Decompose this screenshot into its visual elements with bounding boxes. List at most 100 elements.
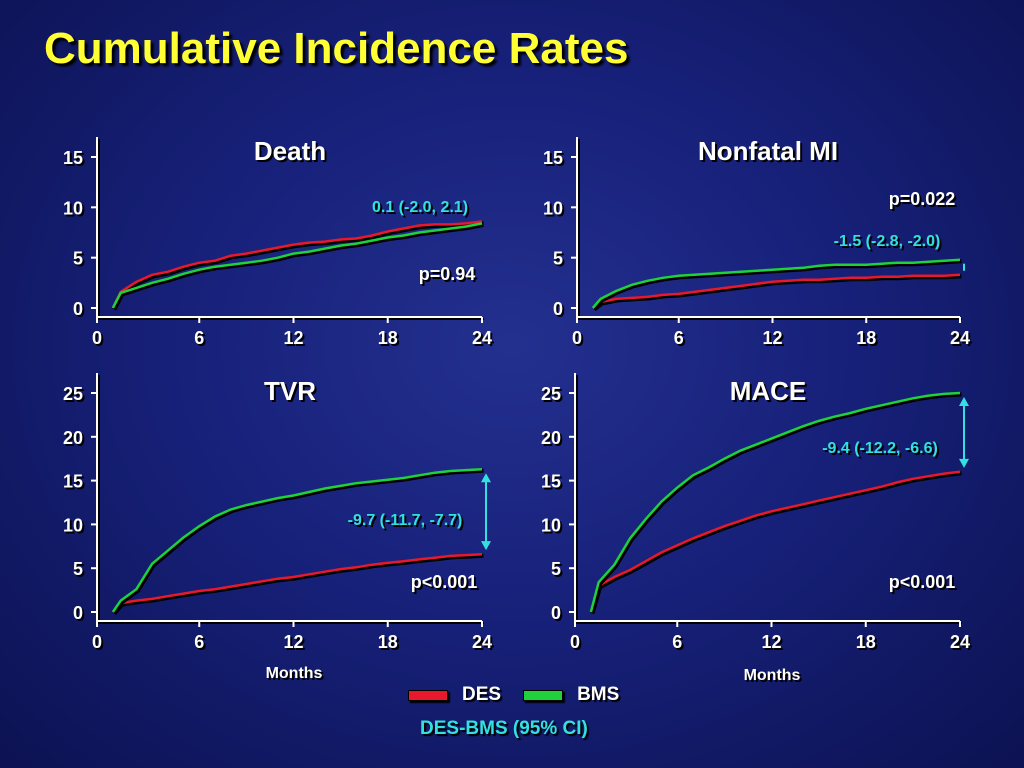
x-tick-label-nonfatal-mi-12-shadow: 12: [764, 330, 784, 350]
y-tick-label-nonfatal-mi-0-group: 00: [553, 299, 565, 321]
y-tick-label-nonfatal-mi-5-group: 55: [553, 249, 565, 271]
series-line-tvr-bms: [111, 467, 483, 613]
x-tick-label-nonfatal-mi-0-group: 00: [572, 328, 584, 350]
x-tick-label-mace-12: 12: [761, 632, 781, 652]
y-tick-label-mace-5-group: 55: [551, 559, 563, 581]
x-tick-label-tvr-12: 12: [283, 632, 303, 652]
p-value-mace-shadow: p<0.001: [891, 574, 958, 594]
x-tick-label-mace-0-group: 00: [570, 632, 582, 654]
difference-label-death-group: 0.1 (-2.0, 2.1)0.1 (-2.0, 2.1): [372, 199, 470, 218]
x-tick-label-tvr-18-shadow: 18: [380, 634, 400, 654]
series-line-death-bms: [111, 222, 483, 309]
p-value-death-group: p=0.94p=0.94: [419, 264, 478, 286]
axis-shadow-tvr: [98, 375, 484, 624]
y-tick-label-tvr-0-shadow: 0: [75, 605, 85, 625]
difference-arrow-top-tvr: [481, 473, 491, 483]
x-tick-label-tvr-0-group: 00: [92, 632, 104, 654]
y-tick-label-nonfatal-mi-0: 0: [553, 299, 563, 319]
legend-item-bms: BMS: [523, 684, 619, 706]
x-tick-label-nonfatal-mi-6-shadow: 6: [676, 330, 686, 350]
x-tick-label-death-6-group: 66: [194, 328, 206, 350]
difference-label-mace-shadow: -9.4 (-12.2, -6.6): [824, 442, 940, 459]
axis-shadow-death: [98, 139, 484, 320]
x-tick-label-death-24: 24: [472, 328, 492, 348]
x-tick-label-nonfatal-mi-0: 0: [572, 328, 582, 348]
y-tick-label-death-0-shadow: 0: [75, 301, 85, 321]
y-tick-label-death-5: 5: [73, 249, 83, 269]
y-tick-label-nonfatal-mi-15: 15: [543, 148, 563, 168]
y-tick-label-death-10: 10: [63, 198, 83, 218]
x-axis-label-mace: Months: [744, 667, 801, 684]
y-tick-label-death-15: 15: [63, 148, 83, 168]
series-line-death-des: [111, 220, 483, 309]
chart-title-mace: MACE: [730, 376, 807, 406]
x-tick-label-death-6: 6: [194, 328, 204, 348]
p-value-death: p=0.94: [419, 264, 476, 284]
x-tick-label-tvr-0: 0: [92, 632, 102, 652]
x-tick-label-death-18: 18: [378, 328, 398, 348]
x-tick-label-mace-24-shadow: 24: [952, 634, 972, 654]
y-tick-label-mace-5-shadow: 5: [553, 561, 563, 581]
y-tick-label-nonfatal-mi-5-shadow: 5: [555, 251, 565, 271]
y-tick-label-nonfatal-mi-15-shadow: 15: [545, 150, 565, 170]
y-tick-label-mace-10-shadow: 10: [543, 517, 563, 537]
y-tick-label-tvr-0-group: 00: [73, 603, 85, 625]
chart-title-tvr-shadow: TVR: [266, 378, 318, 408]
x-tick-label-mace-0-shadow: 0: [572, 634, 582, 654]
y-tick-label-nonfatal-mi-10: 10: [543, 198, 563, 218]
y-tick-label-tvr-20-shadow: 20: [65, 430, 85, 450]
x-tick-label-death-0-group: 00: [92, 328, 104, 350]
series-line-nonfatal-mi-bms: [591, 258, 961, 309]
chart-title-tvr: TVR: [264, 376, 316, 406]
y-tick-label-tvr-5-shadow: 5: [75, 561, 85, 581]
chart-title-death: Death: [254, 136, 326, 166]
y-tick-label-mace-15-shadow: 15: [543, 474, 563, 494]
y-tick-label-death-0-group: 00: [73, 299, 85, 321]
series-shadow-mace-bms: [590, 392, 962, 615]
difference-label-nonfatal-mi-group: -1.5 (-2.8, -2.0)-1.5 (-2.8, -2.0): [834, 233, 943, 252]
chart-title-nonfatal-mi: Nonfatal MI: [698, 136, 838, 166]
y-tick-label-mace-10: 10: [541, 515, 561, 535]
series-shadow-mace-des: [590, 471, 962, 615]
legend-item-des: DES: [408, 684, 501, 706]
y-tick-label-tvr-25: 25: [63, 384, 83, 404]
x-tick-label-tvr-24-shadow: 24: [474, 634, 494, 654]
difference-arrow-top-mace: [959, 397, 969, 406]
series-shadow-nonfatal-mi-bms: [592, 259, 962, 311]
x-tick-label-tvr-0-shadow: 0: [94, 634, 104, 654]
p-value-tvr-shadow: p<0.001: [413, 574, 480, 594]
series-shadow-tvr-bms: [112, 468, 484, 615]
x-tick-label-mace-18-shadow: 18: [858, 634, 878, 654]
series-shadow-death-bms: [112, 222, 484, 311]
y-tick-label-mace-0-shadow: 0: [553, 605, 563, 625]
difference-label-death: 0.1 (-2.0, 2.1): [372, 199, 468, 216]
y-tick-label-mace-0: 0: [551, 603, 561, 623]
series-line-nonfatal-mi-des: [592, 273, 961, 309]
x-tick-label-tvr-12-shadow: 12: [285, 634, 305, 654]
x-tick-label-mace-24: 24: [950, 632, 970, 652]
y-tick-label-mace-25: 25: [541, 384, 561, 404]
x-axis-label-mace-shadow: Months: [746, 669, 803, 686]
x-tick-label-death-18-shadow: 18: [380, 330, 400, 350]
x-tick-label-mace-6: 6: [672, 632, 682, 652]
x-tick-label-tvr-6: 6: [194, 632, 204, 652]
y-tick-label-mace-20-shadow: 20: [543, 430, 563, 450]
x-tick-label-mace-6-shadow: 6: [674, 634, 684, 654]
